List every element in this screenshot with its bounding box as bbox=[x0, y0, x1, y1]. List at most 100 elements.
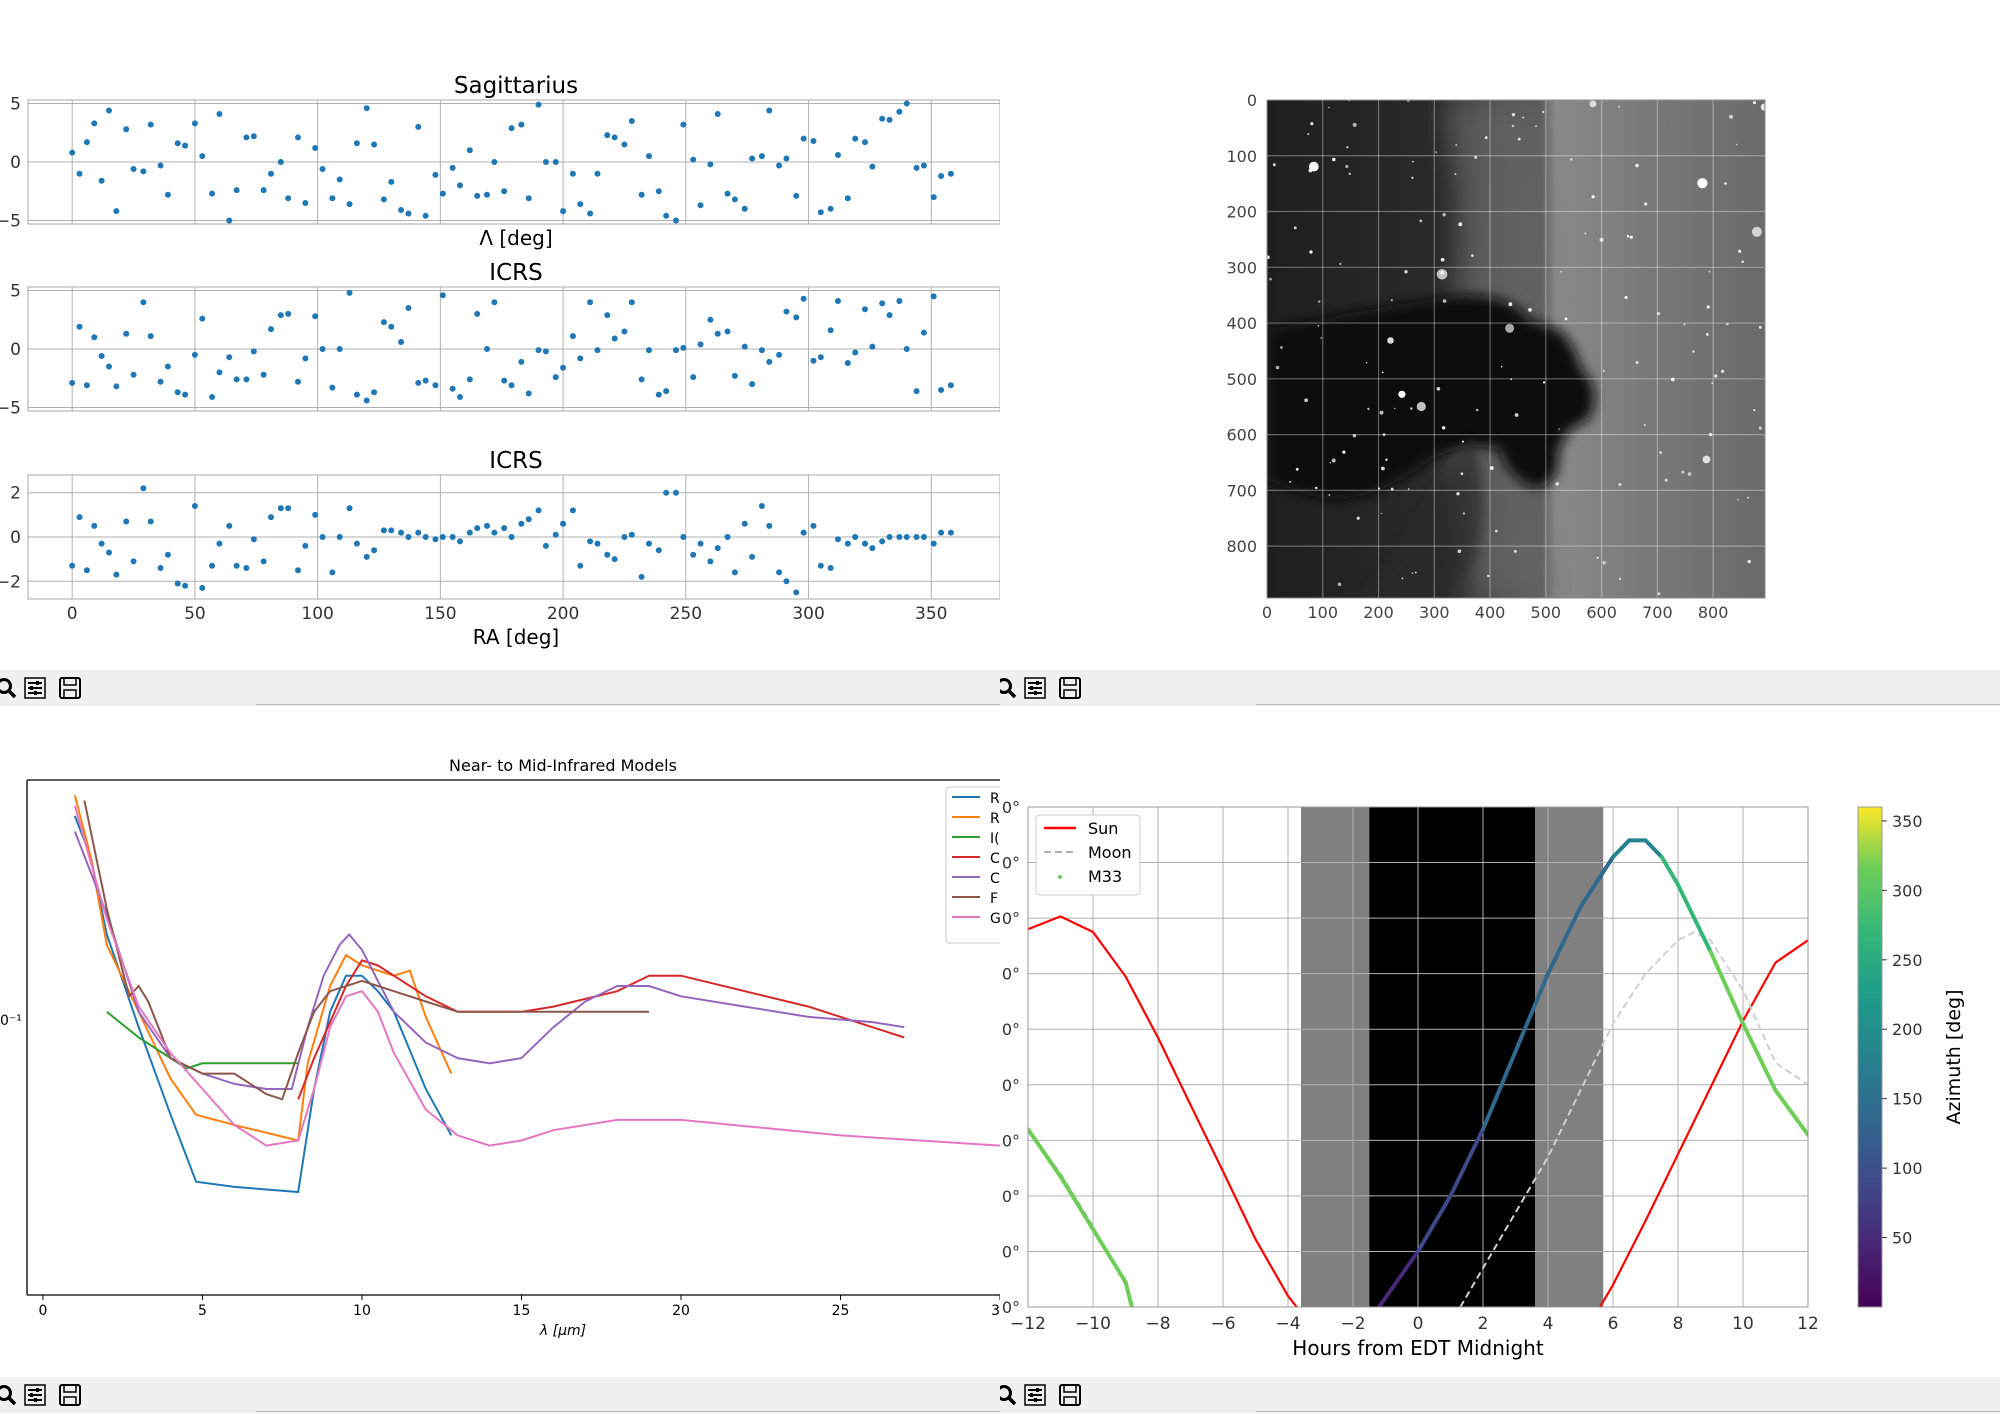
star bbox=[1307, 133, 1310, 136]
save-icon[interactable] bbox=[58, 1383, 82, 1407]
star bbox=[1404, 270, 1408, 274]
twilight-band bbox=[1535, 807, 1604, 1307]
data-point bbox=[233, 376, 240, 383]
star bbox=[1618, 482, 1622, 487]
star-field bbox=[1267, 100, 1765, 595]
legend-label: M33 bbox=[1088, 867, 1122, 886]
y-tick-label: 400 bbox=[1226, 314, 1257, 333]
data-point bbox=[106, 107, 112, 114]
data-point bbox=[869, 343, 876, 350]
data-point bbox=[243, 565, 250, 571]
zoom-icon[interactable] bbox=[1000, 1383, 1018, 1407]
save-icon[interactable] bbox=[1058, 676, 1082, 700]
configure-icon[interactable] bbox=[23, 1383, 47, 1407]
data-point bbox=[800, 529, 807, 536]
data-point bbox=[903, 100, 910, 107]
y-tick-label: 0° bbox=[1002, 1298, 1020, 1317]
data-point bbox=[329, 384, 336, 391]
data-point bbox=[587, 538, 594, 545]
x-tick-label: 0 bbox=[38, 1303, 47, 1319]
data-point bbox=[233, 187, 240, 194]
star bbox=[1462, 440, 1464, 443]
data-point bbox=[758, 503, 765, 509]
legend-frame bbox=[945, 786, 1000, 944]
zoom-icon[interactable] bbox=[0, 1383, 18, 1407]
configure-icon[interactable] bbox=[23, 676, 47, 700]
data-point bbox=[879, 538, 886, 545]
data-point bbox=[835, 298, 841, 305]
data-point bbox=[277, 505, 284, 512]
legend-label: C bbox=[990, 851, 1000, 867]
zoom-icon[interactable] bbox=[1000, 676, 1018, 700]
data-point bbox=[216, 111, 223, 118]
star bbox=[1456, 492, 1460, 496]
data-point bbox=[535, 347, 542, 354]
star bbox=[1308, 161, 1319, 172]
data-point bbox=[552, 374, 559, 381]
colorbar-label: Azimuth [deg] bbox=[1943, 990, 1965, 1125]
save-icon[interactable] bbox=[58, 676, 82, 700]
star bbox=[1721, 369, 1725, 373]
data-point bbox=[164, 191, 171, 198]
star bbox=[1602, 561, 1606, 565]
data-point bbox=[388, 527, 395, 534]
star bbox=[1387, 337, 1394, 344]
data-point bbox=[793, 589, 800, 596]
star bbox=[1411, 572, 1414, 574]
data-point bbox=[199, 153, 206, 160]
y-tick-label: 200 bbox=[1226, 203, 1257, 222]
data-point bbox=[673, 489, 679, 496]
data-point bbox=[285, 310, 292, 317]
star bbox=[1596, 556, 1599, 559]
data-point bbox=[508, 534, 515, 540]
star bbox=[1726, 322, 1729, 326]
star bbox=[1378, 487, 1380, 490]
data-point bbox=[83, 382, 90, 389]
data-point bbox=[457, 393, 463, 400]
y-tick-label: 800 bbox=[1226, 537, 1257, 556]
data-point bbox=[319, 534, 326, 540]
configure-icon[interactable] bbox=[1023, 1383, 1047, 1407]
plot-area bbox=[1028, 807, 1808, 1307]
star bbox=[1412, 160, 1414, 163]
data-point bbox=[827, 327, 834, 334]
data-point bbox=[405, 210, 412, 217]
data-point bbox=[783, 308, 790, 315]
y-tick-label: 600 bbox=[1226, 426, 1257, 445]
star bbox=[1272, 163, 1276, 167]
save-icon[interactable] bbox=[1058, 1383, 1082, 1407]
figure-toolbar bbox=[0, 670, 1000, 706]
data-point bbox=[680, 344, 687, 351]
data-point bbox=[199, 315, 206, 322]
star bbox=[1602, 369, 1605, 372]
data-point bbox=[577, 562, 584, 569]
star bbox=[1589, 100, 1597, 108]
configure-icon[interactable] bbox=[1023, 676, 1047, 700]
data-point bbox=[405, 534, 412, 540]
data-point bbox=[216, 540, 223, 547]
data-point bbox=[697, 341, 704, 348]
data-point bbox=[913, 534, 920, 540]
star bbox=[1329, 462, 1332, 464]
star bbox=[1714, 374, 1718, 378]
x-tick-label: 0 bbox=[67, 604, 78, 624]
star bbox=[1309, 250, 1313, 254]
m33-segment bbox=[1377, 1249, 1420, 1307]
ir-models-figure: Near- to Mid-Infrared Models 0 5 10 15 20 25 30… bbox=[0, 707, 1000, 1414]
zoom-icon[interactable] bbox=[0, 676, 18, 700]
data-point bbox=[491, 299, 498, 306]
data-point bbox=[371, 141, 378, 148]
data-point bbox=[474, 192, 481, 199]
data-point bbox=[312, 144, 319, 151]
data-point bbox=[484, 522, 490, 529]
data-point bbox=[353, 540, 360, 547]
data-point bbox=[862, 139, 868, 146]
data-point bbox=[594, 347, 601, 354]
y-tick-label: 0° bbox=[1002, 1020, 1020, 1039]
data-point bbox=[552, 159, 559, 165]
data-point bbox=[123, 518, 130, 525]
legend-label: R bbox=[990, 811, 1000, 827]
data-point bbox=[106, 363, 112, 370]
star bbox=[1584, 232, 1587, 235]
